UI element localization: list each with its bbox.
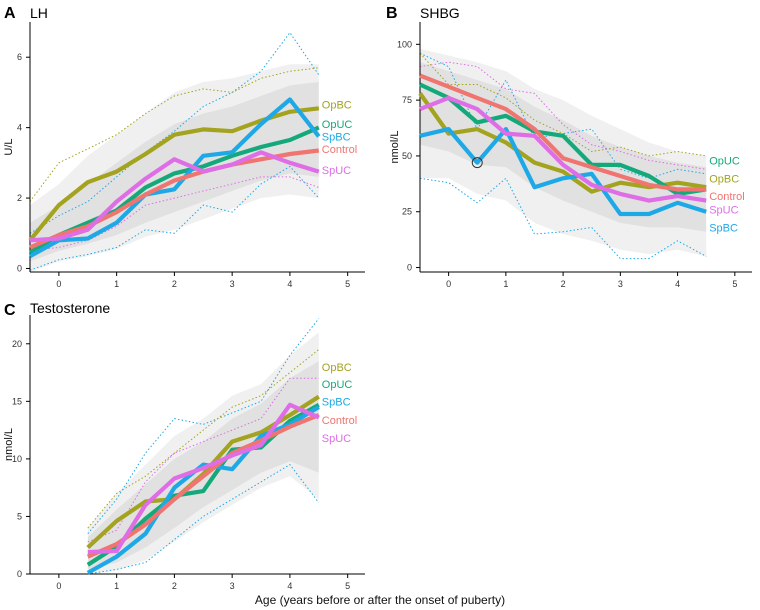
- ci-bound-spbc: [87, 463, 320, 575]
- panel-letter: A: [4, 5, 16, 22]
- x-tick-label: 3: [230, 279, 235, 289]
- series-line-opuc: [28, 125, 320, 255]
- y-tick-label: 100: [397, 39, 412, 49]
- y-axis-label: U/L: [3, 138, 15, 155]
- panel-title: SHBG: [420, 5, 460, 21]
- series-label-spuc: SpUC: [322, 165, 351, 177]
- x-tick-label: 1: [503, 279, 508, 289]
- panel-letter: B: [386, 5, 398, 22]
- series-label-opuc: OpUC: [322, 119, 353, 131]
- ci-bound-spbc: [419, 177, 707, 260]
- x-tick-label: 0: [56, 581, 61, 591]
- panel-testosterone: C Testosterone 0 1 2 3 4 5 0 5 10 15 20 nmol/L OpBC OpU…: [3, 300, 365, 591]
- ci-bound-opbc: [87, 349, 320, 529]
- panel-letter: C: [4, 302, 16, 319]
- y-tick-label: 75: [402, 95, 412, 105]
- ci-bound-opbc: [29, 67, 319, 202]
- y-tick-label: 2: [17, 193, 22, 203]
- x-tick-label: 4: [675, 279, 680, 289]
- series-label-opbc: OpBC: [322, 362, 352, 374]
- series-label-spbc: SpBC: [322, 396, 351, 408]
- y-tick-label: 4: [17, 123, 22, 133]
- series-label-control: Control: [322, 144, 357, 156]
- y-axis-label: nmol/L: [3, 428, 15, 461]
- x-tick-label: 5: [345, 279, 350, 289]
- series-label-spbc: SpBC: [709, 222, 738, 234]
- x-tick-label: 4: [287, 581, 292, 591]
- y-tick-label: 15: [12, 396, 22, 406]
- series-line-spuc: [87, 402, 320, 555]
- y-tick-label: 5: [17, 511, 22, 521]
- ci-bound-spbc: [29, 31, 320, 234]
- series-label-opuc: OpUC: [709, 155, 740, 167]
- y-tick-label: 0: [17, 263, 22, 273]
- y-tick-label: 25: [402, 207, 412, 217]
- ci-bound-spuc: [87, 377, 319, 543]
- series-line-spbc: [28, 97, 321, 259]
- x-tick-label: 1: [114, 279, 119, 289]
- y-tick-label: 50: [402, 151, 412, 161]
- series-line-control: [419, 73, 707, 192]
- series-label-spuc: SpUC: [709, 205, 738, 217]
- series-label-opbc: OpBC: [322, 100, 352, 112]
- y-axis-label: nmol/L: [389, 130, 401, 163]
- x-tick-label: 1: [114, 581, 119, 591]
- x-tick-label: 0: [56, 279, 61, 289]
- y-tick-label: 20: [12, 339, 22, 349]
- y-tick-label: 0: [17, 569, 22, 579]
- x-tick-label: 5: [732, 279, 737, 289]
- series-line-spbc: [86, 405, 320, 575]
- x-tick-label: 4: [287, 279, 292, 289]
- series-line-spuc: [419, 95, 707, 203]
- y-tick-label: 6: [17, 52, 22, 62]
- series-label-spbc: SpBC: [322, 131, 351, 143]
- y-tick-label: 10: [12, 454, 22, 464]
- series-label-spuc: SpUC: [322, 433, 351, 445]
- series-line-spbc: [419, 127, 707, 217]
- x-tick-label: 3: [618, 279, 623, 289]
- x-axis-label: Age (years before or after the onset of …: [255, 593, 505, 607]
- series-label-opbc: OpBC: [709, 173, 739, 185]
- x-tick-label: 0: [446, 279, 451, 289]
- panel-title: LH: [30, 5, 48, 21]
- ci-band-outer: [87, 332, 319, 574]
- series-label-control: Control: [322, 415, 357, 427]
- x-tick-label: 2: [172, 581, 177, 591]
- series-line-spuc: [29, 150, 320, 243]
- y-tick-label: 0: [407, 263, 412, 273]
- panel-title: Testosterone: [30, 300, 110, 316]
- ci-bound-opbc: [419, 52, 707, 157]
- highlight-marker: [471, 157, 483, 169]
- series-label-opuc: OpUC: [322, 379, 353, 391]
- ci-bound-spuc: [419, 61, 707, 170]
- ci-band-outer: [420, 48, 707, 257]
- series-line-opuc: [419, 82, 707, 196]
- ci-bound-spbc: [87, 318, 320, 535]
- series-label-control: Control: [709, 191, 744, 203]
- ci-bound-spuc: [29, 176, 319, 252]
- x-tick-label: 3: [230, 581, 235, 591]
- x-tick-label: 2: [172, 279, 177, 289]
- ci-bound-spbc: [29, 165, 320, 271]
- x-tick-label: 2: [561, 279, 566, 289]
- x-tick-label: 5: [345, 581, 350, 591]
